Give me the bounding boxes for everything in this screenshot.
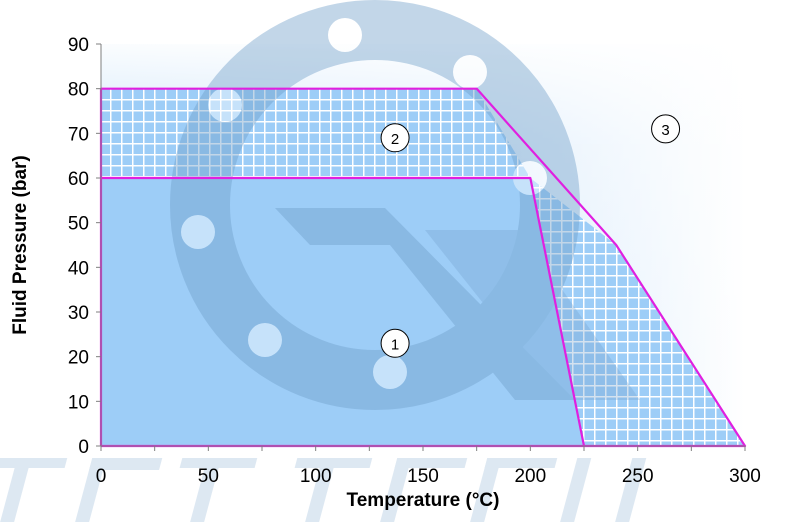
x-tick-label: 100 xyxy=(300,466,332,487)
y-tick-label: 90 xyxy=(68,35,89,56)
y-tick-label: 10 xyxy=(68,392,89,413)
y-tick-label: 70 xyxy=(68,124,89,145)
zone-labels: 1 2 3 xyxy=(380,114,681,358)
zone-2-marker xyxy=(380,123,410,153)
zones xyxy=(101,88,745,446)
watermark-bar xyxy=(275,208,575,400)
x-tick-label: 0 xyxy=(96,466,107,487)
zone-1-area xyxy=(101,178,584,446)
x-tick-label: 150 xyxy=(407,466,439,487)
watermark-text xyxy=(0,458,647,522)
y-tick-label: 20 xyxy=(68,348,89,369)
watermark-hole xyxy=(328,18,362,52)
x-tick-label: 250 xyxy=(622,466,654,487)
y-tick-label: 40 xyxy=(68,258,89,279)
watermark-ring xyxy=(170,0,580,410)
watermark-hole xyxy=(208,88,242,122)
zone-2-area xyxy=(101,88,531,178)
x-tick-label: 300 xyxy=(729,466,761,487)
x-tick-label: 50 xyxy=(198,466,219,487)
zone-3-label: 3 xyxy=(661,122,669,139)
watermark-logo xyxy=(0,0,647,522)
watermark-hole xyxy=(373,355,407,389)
axes: 0 10 20 30 40 50 60 70 80 90 0 50 100 150 200 250 300 xyxy=(68,35,761,487)
zone-3-marker xyxy=(651,114,681,144)
y-tick-label: 60 xyxy=(68,169,89,190)
y-axis-title: Fluid Pressure (bar) xyxy=(10,155,31,335)
watermark-hole xyxy=(453,55,487,89)
watermark-bar xyxy=(425,230,640,400)
watermark-hole xyxy=(181,215,215,249)
x-axis-title: Temperature (°C) xyxy=(347,490,500,511)
watermark-hole xyxy=(248,323,282,357)
zone-1-label: 1 xyxy=(391,336,399,353)
zone-2-label: 2 xyxy=(391,131,399,148)
y-tick-label: 50 xyxy=(68,214,89,235)
x-tick-label: 200 xyxy=(514,466,546,487)
y-tick-label: 30 xyxy=(68,303,89,324)
boundary-line xyxy=(101,176,586,447)
y-tick-label: 0 xyxy=(78,437,89,458)
y-tick-label: 80 xyxy=(68,80,89,101)
zone-1-marker xyxy=(380,328,410,358)
zone-2-area xyxy=(530,178,745,446)
